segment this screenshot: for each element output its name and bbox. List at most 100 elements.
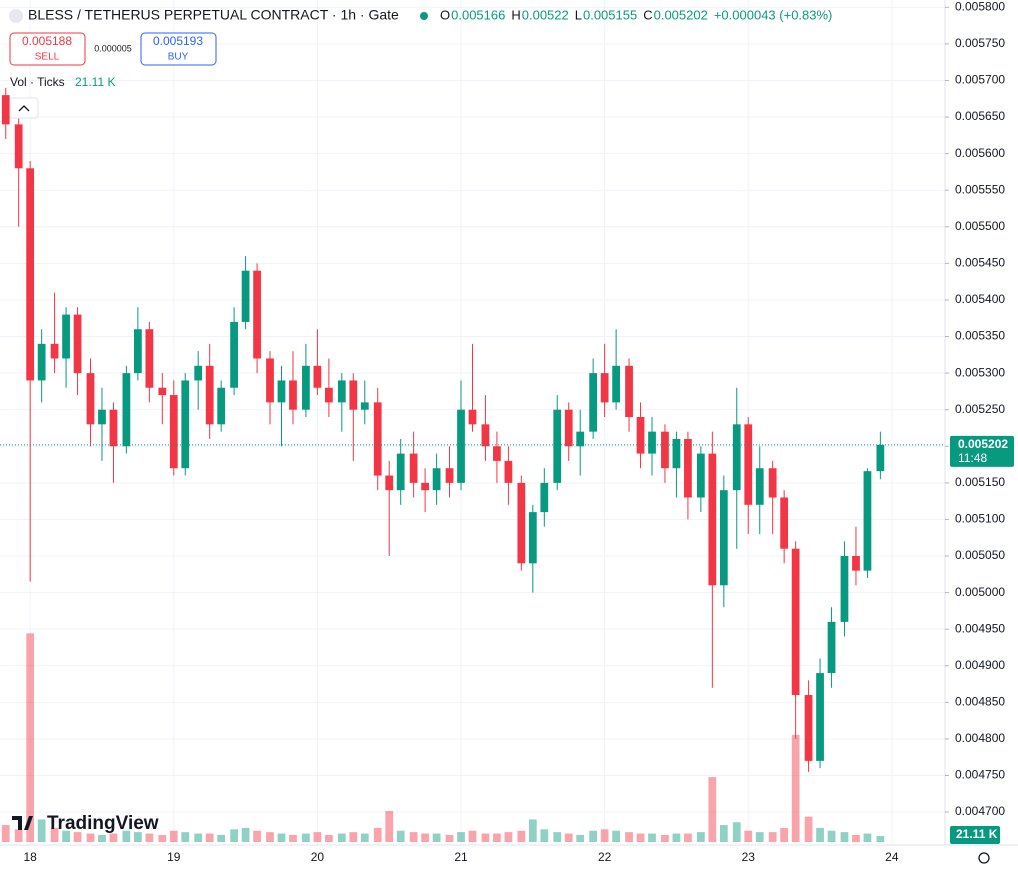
price-badge-value: 0.005202 [958, 437, 1008, 451]
y-tick-label: 0.005250 [955, 402, 1005, 416]
candle-body [373, 402, 382, 476]
spread: 0.000005 [94, 43, 132, 53]
volume-bar [217, 834, 226, 842]
candle-body [421, 482, 429, 491]
volume-bar [863, 833, 872, 842]
volume-bar [468, 830, 477, 842]
symbol-icon [9, 9, 23, 23]
x-tick-label: 20 [311, 850, 325, 864]
buy-label[interactable]: BUY [168, 52, 189, 63]
y-tick-label: 0.005800 [955, 0, 1005, 13]
volume-bar [625, 832, 633, 842]
candle-body [468, 409, 477, 425]
settings-icon[interactable] [978, 852, 990, 864]
candle-body [302, 365, 310, 410]
sell-button[interactable]: 0.005188 SELL [9, 32, 86, 66]
candle-body [791, 548, 800, 696]
volume-bar [421, 833, 429, 842]
y-tick-label: 0.005300 [955, 365, 1005, 379]
collapse-button[interactable] [9, 97, 39, 119]
candle-body [50, 343, 59, 359]
sell-price[interactable]: 0.005188 [22, 34, 72, 48]
candle-body [528, 512, 537, 564]
candle-body [493, 446, 501, 461]
logo-mark [12, 816, 33, 830]
volume-badge-value: 21.11 K [956, 827, 998, 841]
ohlc-label: L [575, 7, 582, 22]
volume-bar [684, 833, 692, 842]
y-tick-label: 0.005650 [955, 109, 1005, 123]
volume-bar [744, 830, 753, 842]
volume-pane [1, 633, 885, 842]
collapse-icon[interactable] [18, 105, 30, 112]
volume-bar [672, 833, 681, 842]
sell-box[interactable] [9, 32, 86, 66]
volume-bar [791, 734, 800, 842]
candle-body [133, 329, 142, 374]
x-tick-label: 22 [598, 850, 612, 864]
volume-bar [230, 829, 238, 842]
y-tick-label: 0.005150 [955, 475, 1005, 489]
y-tick-label: 0.005450 [955, 256, 1005, 270]
candle-body [852, 556, 860, 571]
candle-body [409, 453, 418, 483]
candle-body [768, 468, 777, 498]
candle-body [122, 373, 131, 447]
candle-body [445, 468, 454, 483]
candle-body [158, 387, 167, 396]
candle-body [636, 417, 645, 454]
candle-body [289, 380, 297, 410]
volume-bar [277, 833, 286, 842]
buy-box[interactable] [140, 32, 217, 66]
volume-bar [840, 832, 849, 842]
candle-body [600, 373, 609, 403]
candle-body [325, 387, 333, 403]
volume-bar [169, 830, 178, 842]
settings-circle[interactable] [978, 852, 990, 864]
volume-bar [457, 832, 465, 842]
volume-bar [37, 819, 46, 842]
volume-bar [648, 833, 656, 842]
candle-body [876, 444, 885, 472]
candle-body [648, 431, 656, 454]
candle-body [863, 471, 872, 571]
volume-bar [816, 827, 824, 842]
candle-body [457, 409, 465, 483]
legend-header: BLESS / TETHERUS PERPETUAL CONTRACT · 1h… [9, 7, 832, 23]
volume-bar [122, 830, 131, 842]
symbol-title: BLESS / TETHERUS PERPETUAL CONTRACT · 1h… [28, 7, 399, 23]
candle-body [504, 460, 513, 483]
candle-body [217, 387, 226, 425]
x-tick-label: 24 [885, 850, 899, 864]
volume-bar [719, 825, 728, 842]
y-tick-label: 0.005050 [955, 548, 1005, 562]
volume-bar [14, 829, 23, 842]
candle-body [26, 168, 35, 381]
candle-body [266, 358, 274, 403]
candle-body [230, 321, 238, 388]
sell-label[interactable]: SELL [35, 52, 60, 63]
candle-body [804, 695, 813, 761]
candle-body [625, 365, 633, 418]
candle-body [708, 453, 717, 586]
volume-bar [481, 833, 490, 842]
volume-bar [409, 832, 418, 842]
volume-bar [636, 833, 645, 842]
volume-bar [313, 832, 322, 842]
volume-bar [876, 836, 885, 842]
candle-body [719, 490, 728, 586]
ohlc-label: O [440, 7, 450, 22]
y-tick-label: 0.005750 [955, 36, 1005, 50]
collapse-box[interactable] [9, 97, 39, 119]
price-badge-countdown: 11:48 [958, 451, 987, 465]
volume-badge [950, 826, 1000, 844]
volume-title: Vol · Ticks [10, 75, 65, 89]
volume-bar [109, 833, 118, 842]
ohlc-label: C [643, 7, 652, 22]
buy-price[interactable]: 0.005193 [153, 34, 203, 48]
y-tick-label: 0.005350 [955, 329, 1005, 343]
volume-bar [553, 832, 562, 842]
volume-bar [62, 830, 70, 842]
buy-button[interactable]: 0.005193 BUY [140, 32, 217, 66]
y-tick-label: 0.005400 [955, 292, 1005, 306]
